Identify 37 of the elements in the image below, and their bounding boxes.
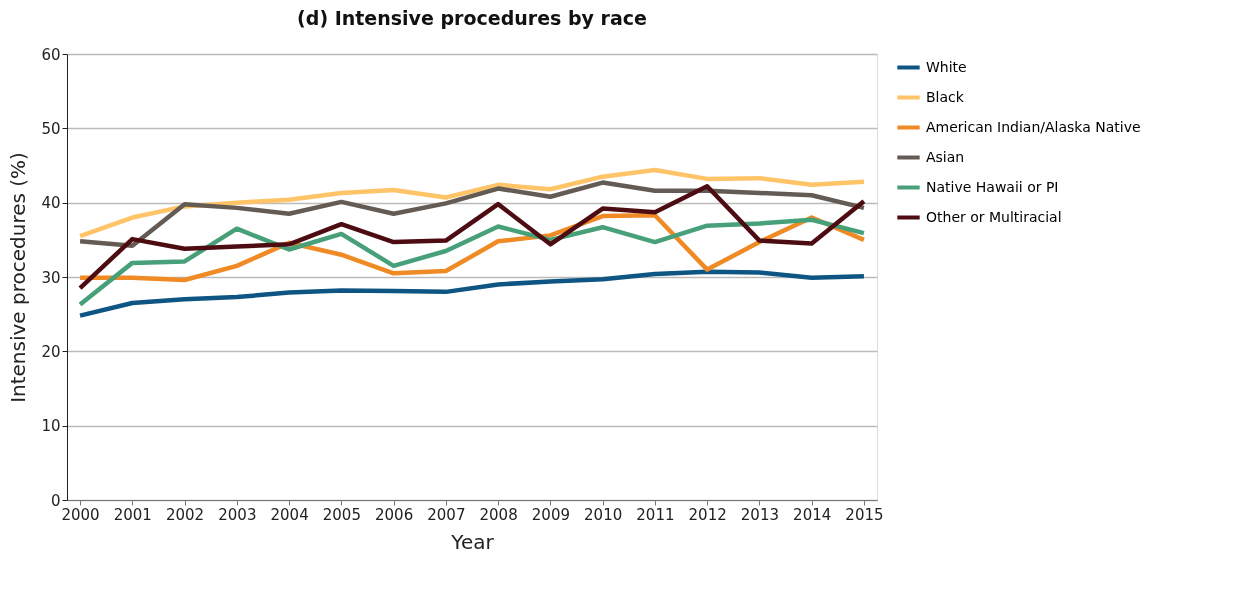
x-tick-label: 2003: [218, 505, 257, 524]
line-series: [77, 180, 867, 249]
x-tick-label: 2005: [322, 505, 361, 524]
x-tick-label: 2012: [688, 505, 727, 524]
y-tick-label: 40: [41, 194, 61, 213]
legend-label: White: [926, 58, 967, 75]
line-series: [77, 269, 867, 318]
x-tick-label: 2006: [375, 505, 414, 524]
x-tick-label: 2009: [531, 505, 570, 524]
y-tick-label: 30: [41, 268, 61, 287]
x-tick-label: 2010: [584, 505, 623, 524]
y-tick-label: 0: [50, 491, 61, 510]
legend-label: Native Hawaii or PI: [926, 178, 1059, 195]
x-tick-label: 2008: [479, 505, 518, 524]
x-tick-label: 2013: [740, 505, 780, 524]
y-tick-label: 20: [41, 342, 61, 361]
x-tick-label: 2004: [270, 505, 309, 524]
chart-title: (d) Intensive procedures by race: [297, 7, 647, 29]
x-tick-label: 2011: [636, 505, 675, 524]
x-tick-label: 2002: [165, 505, 205, 524]
x-tick-label: 2015: [845, 505, 884, 524]
legend-label: Other or Multiracial: [926, 208, 1062, 225]
y-axis-title: Intensive procedures (%): [6, 152, 31, 403]
y-tick-label: 60: [41, 45, 61, 64]
x-tick-label: 2014: [793, 505, 832, 524]
line-series: [77, 184, 867, 291]
x-tick-label: 2007: [427, 505, 466, 524]
y-tick-label: 50: [41, 119, 61, 138]
legend-label: Asian: [926, 148, 965, 165]
line-series: [77, 167, 867, 239]
x-tick-label: 2000: [61, 505, 100, 524]
x-axis-title: Year: [450, 529, 495, 554]
legend-label: American Indian/Alaska Native: [926, 118, 1141, 135]
line-series: [77, 217, 867, 307]
y-tick-label: 10: [41, 417, 61, 436]
legend-label: Black: [926, 88, 965, 105]
x-tick-label: 2001: [113, 505, 152, 524]
